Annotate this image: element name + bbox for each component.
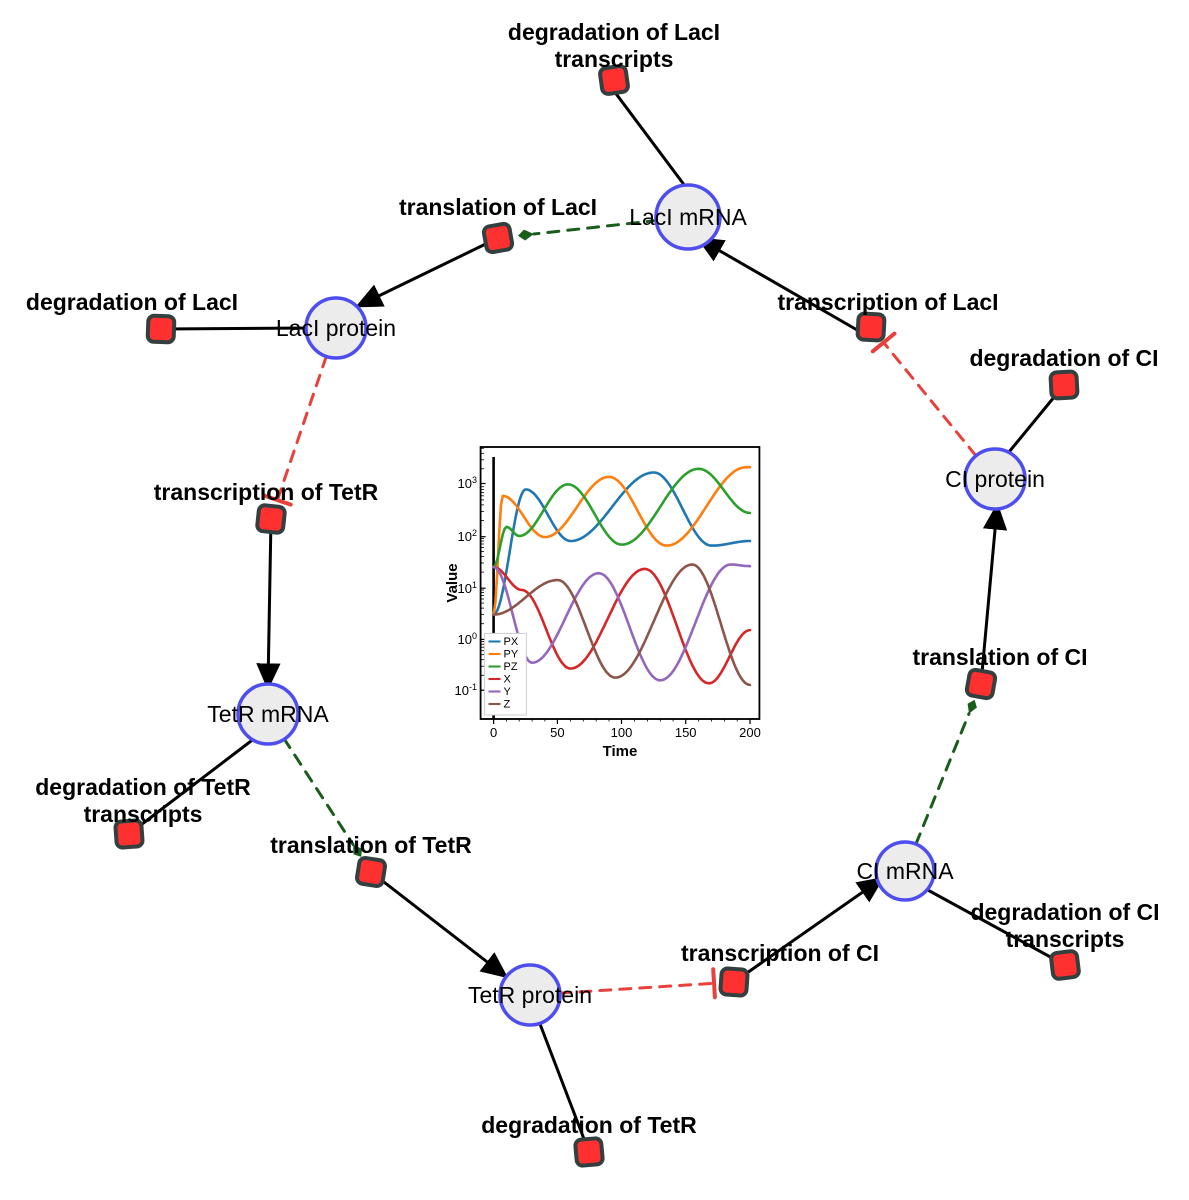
svg-text:TetR mRNA: TetR mRNA — [207, 701, 329, 727]
svg-text:translation of TetR: translation of TetR — [270, 832, 472, 858]
svg-text:translation of LacI: translation of LacI — [399, 194, 597, 220]
svg-text:PZ: PZ — [504, 661, 518, 673]
svg-text:PY: PY — [504, 649, 519, 661]
svg-text:degradation of CI: degradation of CI — [969, 345, 1158, 371]
svg-text:50: 50 — [550, 725, 564, 740]
svg-text:transcription of LacI: transcription of LacI — [777, 289, 998, 315]
svg-text:degradation of TetR: degradation of TetR — [481, 1112, 697, 1138]
svg-text:LacI protein: LacI protein — [276, 315, 396, 341]
svg-text:150: 150 — [675, 725, 697, 740]
svg-text:Y: Y — [504, 686, 512, 698]
svg-text:transcripts: transcripts — [1006, 926, 1125, 952]
svg-text:TetR protein: TetR protein — [468, 982, 592, 1008]
svg-text:X: X — [504, 674, 512, 686]
svg-text:103: 103 — [458, 475, 477, 491]
svg-text:transcripts: transcripts — [555, 46, 674, 72]
svg-text:Z: Z — [504, 699, 511, 711]
svg-text:LacI mRNA: LacI mRNA — [629, 204, 747, 230]
svg-text:100: 100 — [458, 631, 477, 647]
svg-text:10-1: 10-1 — [455, 682, 477, 698]
svg-text:100: 100 — [611, 725, 633, 740]
svg-text:transcripts: transcripts — [84, 801, 203, 827]
svg-text:CI mRNA: CI mRNA — [856, 858, 954, 884]
svg-text:degradation of LacI: degradation of LacI — [26, 289, 238, 315]
svg-text:0: 0 — [490, 725, 497, 740]
svg-text:translation of CI: translation of CI — [912, 644, 1087, 670]
svg-text:transcription of TetR: transcription of TetR — [154, 479, 379, 505]
svg-text:Time: Time — [603, 743, 638, 760]
svg-text:200: 200 — [739, 725, 761, 740]
svg-text:degradation of TetR: degradation of TetR — [35, 774, 251, 800]
svg-text:degradation of CI: degradation of CI — [970, 899, 1159, 925]
svg-text:degradation of LacI: degradation of LacI — [508, 19, 720, 45]
svg-text:transcription of CI: transcription of CI — [681, 940, 879, 966]
svg-text:Value: Value — [444, 563, 461, 602]
svg-text:102: 102 — [458, 528, 477, 544]
svg-text:PX: PX — [504, 636, 519, 648]
svg-text:CI protein: CI protein — [945, 466, 1045, 492]
